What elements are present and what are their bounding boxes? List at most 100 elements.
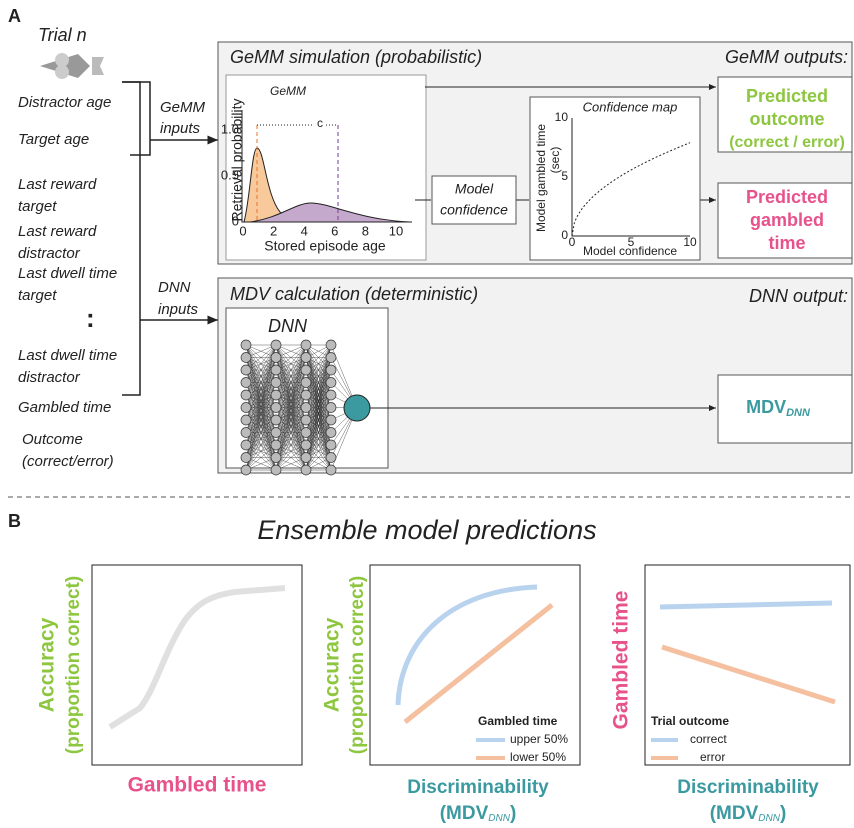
confidence-map-panel [529,96,701,261]
x-tick-label: 10 [389,223,403,238]
network-node [325,389,337,401]
x-tick-label: 2 [270,223,277,238]
gemm-inputs: GeMM [160,99,206,116]
upper-curve [395,584,538,706]
x-axis-label: Discriminability [677,777,819,798]
network-node [270,402,282,413]
network-node [300,439,312,451]
network-node [300,427,312,438]
network-node [240,452,252,463]
input: Last dwell time [18,265,117,282]
y-axis-label: (proportion correct) [63,576,84,754]
network-node [325,402,337,413]
map-y-label: (sec) [548,147,562,174]
confidence-text: confidence [440,202,508,218]
y-axis-label: Gambled time [610,591,633,730]
density-distractor [249,202,411,223]
output-text: (correct / error) [729,134,845,151]
x-tick-label: 4 [301,223,308,238]
network-node [300,364,312,376]
confidence-box [431,175,517,225]
network-node [325,414,337,426]
plot-frame [644,564,851,766]
network-node [325,377,337,388]
network-node [300,452,312,463]
x-axis-label: Stored episode age [264,238,386,254]
network-edges [245,344,358,471]
network-node [270,389,282,401]
dnn-title: MDV calculation (deterministic) [230,284,478,304]
map-x-label: Model confidence [583,244,677,258]
c-markers [256,124,339,222]
dnn-inputs: inputs [158,301,199,318]
network-node [240,339,252,351]
input: Last reward [18,176,97,193]
network-node [325,464,337,476]
y-axis-label: (proportion correct) [347,576,368,754]
legend-entry: error [700,750,725,764]
mdv-main: MDV [746,397,786,417]
network-node [270,339,282,351]
y-tick-label: 5 [561,169,568,183]
panel-label: B [8,511,21,531]
network-node [270,452,282,463]
network-node [270,364,282,376]
plot-frame [91,564,303,766]
confidence-curve [571,142,691,237]
legend-title: Trial outcome [651,714,729,728]
input: Target age [18,131,89,148]
lower-curve [403,603,554,724]
legend-entry: lower 50% [510,750,566,764]
x-label-part: ) [510,803,516,824]
network-node [325,352,337,363]
input: target [18,287,57,304]
x-tick-label: 0 [569,235,576,249]
dnn-net-label: DNN [268,316,308,336]
x-tick-label: 5 [628,235,635,249]
network-node [240,402,252,413]
network-node [300,377,312,388]
confidence-text: Model [455,181,494,197]
network-node [270,464,282,476]
gemm-title: GeMM simulation (probabilistic) [230,47,482,67]
input: Last dwell time [18,347,117,364]
input: distractor [18,245,81,262]
network-node [325,452,337,463]
input: Gambled time [18,399,111,416]
mdv-output: MDVDNN [746,397,811,419]
network-node [240,439,252,451]
y-tick-label: 0 [232,213,239,228]
output-text: gambled [750,210,824,230]
y-axis-label: Accuracy [321,617,344,712]
dnn-inputs: DNN [158,279,191,296]
y-tick-label: 0 [561,228,568,242]
network-node [240,414,252,426]
output-text: time [768,233,805,253]
panel-label: A [8,6,21,26]
x-tick-label: 10 [683,235,697,249]
output-text: Predicted [746,86,828,106]
accuracy-curve [108,585,286,730]
x-label-sub: DNN [758,813,780,824]
output-text: outcome [749,109,824,129]
legend-entry: upper 50% [510,732,568,746]
mdv-sub: DNN [786,407,811,419]
gemm-axes [241,110,412,223]
output-node [343,394,371,422]
input: Outcome [22,431,83,448]
network-node [325,439,337,451]
network-node [300,402,312,413]
x-axis-label: (MDVDNN) [710,803,787,824]
gemm-plot-title: GeMM [270,84,306,98]
x-tick-label: 0 [239,223,246,238]
network-node [300,389,312,401]
gemm-outputs-title: GeMM outputs: [725,47,848,67]
dnn-outputs-title: DNN output: [749,286,848,306]
x-label-part: (MDV [440,803,489,824]
network-node [240,364,252,376]
output-box [717,374,853,444]
input-list: Distractor age Target age Last reward ta… [18,94,117,470]
network-node [325,364,337,376]
output-box [717,182,853,259]
